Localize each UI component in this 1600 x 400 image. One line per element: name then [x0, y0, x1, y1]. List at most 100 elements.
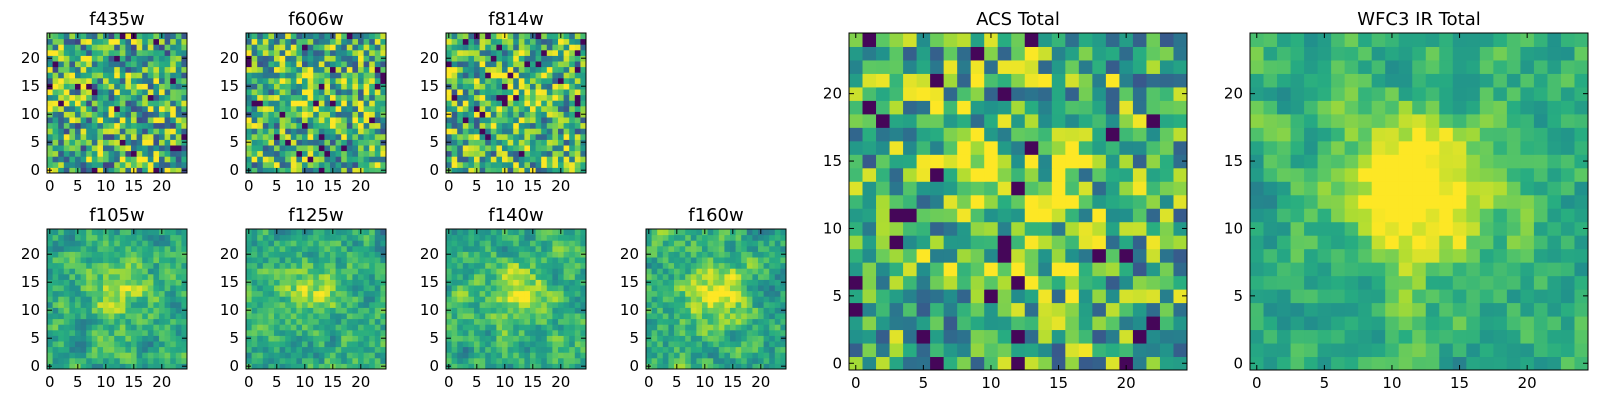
heatmap-cell — [346, 44, 353, 51]
heatmap-cell — [91, 161, 98, 168]
heatmap-cell — [957, 302, 972, 317]
heatmap-cell — [930, 208, 945, 223]
heatmap-cell — [1092, 343, 1107, 358]
heatmap-cell — [108, 324, 115, 331]
heatmap-cell — [136, 346, 143, 353]
heatmap-cell — [97, 145, 104, 152]
heatmap-cell — [246, 128, 253, 135]
heatmap-cell — [285, 66, 292, 73]
heatmap-cell — [668, 279, 675, 286]
heatmap-cell — [485, 105, 492, 112]
heatmap-cell — [485, 89, 492, 96]
heatmap-cell — [125, 139, 132, 146]
heatmap-cell — [374, 296, 381, 303]
heatmap-cell — [290, 245, 297, 252]
heatmap-cell — [474, 145, 481, 152]
heatmap-cell — [446, 94, 453, 101]
heatmap-cell — [490, 61, 497, 68]
heatmap-cell — [535, 133, 542, 140]
heatmap-cell — [535, 105, 542, 112]
heatmap-cell — [563, 245, 570, 252]
heatmap-cell — [563, 122, 570, 129]
heatmap-cell — [862, 356, 877, 371]
heatmap-cell — [507, 290, 514, 297]
heatmap-cell — [546, 77, 553, 84]
heatmap-cell — [153, 145, 160, 152]
heatmap-cell — [142, 156, 149, 163]
heatmap-cell — [446, 296, 453, 303]
heatmap-cell — [136, 257, 143, 264]
heatmap-cell — [702, 279, 709, 286]
heatmap-cell — [318, 83, 325, 90]
heatmap-cell — [668, 329, 675, 336]
heatmap-cell — [181, 161, 188, 168]
heatmap-cell — [862, 248, 877, 263]
heatmap-cell — [358, 145, 365, 152]
heatmap-cell — [541, 285, 548, 292]
heatmap-cell — [91, 128, 98, 135]
heatmap-cell — [274, 61, 281, 68]
heatmap-cell — [1159, 316, 1174, 331]
heatmap-cell — [563, 352, 570, 359]
heatmap-cell — [80, 83, 87, 90]
heatmap-cell — [943, 343, 958, 358]
heatmap-cell — [889, 343, 904, 358]
heatmap-cell — [330, 139, 337, 146]
heatmap-cell — [246, 234, 253, 241]
heatmap-cell — [930, 235, 945, 250]
heatmap-cell — [446, 44, 453, 51]
heatmap-cell — [346, 357, 353, 364]
heatmap-cell — [552, 111, 559, 118]
heatmap-cell — [1065, 302, 1080, 317]
heatmap-cell — [136, 307, 143, 314]
heatmap-cell — [580, 145, 587, 152]
heatmap-cell — [164, 122, 171, 129]
heatmap-cell — [307, 44, 314, 51]
heatmap-cell — [114, 352, 121, 359]
heatmap-cell — [741, 307, 748, 314]
heatmap-cell — [335, 279, 342, 286]
heatmap-cell — [496, 329, 503, 336]
heatmap-cell — [1038, 235, 1053, 250]
heatmap-cell — [251, 296, 258, 303]
heatmap-cell — [546, 301, 553, 308]
heatmap-cell — [363, 105, 370, 112]
heatmap-cell — [1146, 302, 1161, 317]
heatmap-cell — [63, 335, 70, 342]
heatmap-cell — [690, 352, 697, 359]
heatmap-cell — [91, 273, 98, 280]
heatmap-cell — [541, 161, 548, 168]
heatmap-cell — [1065, 343, 1080, 358]
heatmap-cell — [262, 324, 269, 331]
heatmap-cell — [707, 346, 714, 353]
heatmap-cell — [1051, 154, 1066, 169]
heatmap-cell — [451, 33, 458, 40]
heatmap-cell — [369, 66, 376, 73]
heatmap-cell — [485, 262, 492, 269]
heatmap-cell — [125, 296, 132, 303]
heatmap-cell — [58, 245, 65, 252]
heatmap-cell — [1105, 235, 1120, 250]
heatmap-cell — [1105, 262, 1120, 277]
heatmap-cell — [108, 156, 115, 163]
heatmap-cell — [175, 105, 182, 112]
heatmap-cell — [457, 72, 464, 79]
heatmap-cell — [290, 234, 297, 241]
heatmap-cell — [657, 341, 664, 348]
heatmap-cell — [63, 145, 70, 152]
y-tick-label: 15 — [620, 273, 639, 291]
heatmap-cell — [335, 363, 342, 370]
heatmap-cell — [103, 44, 110, 51]
heatmap-cell — [296, 139, 303, 146]
heatmap-cell — [479, 122, 486, 129]
heatmap-cell — [175, 66, 182, 73]
heatmap-cell — [1105, 208, 1120, 223]
heatmap-cell — [552, 139, 559, 146]
heatmap-cell — [346, 279, 353, 286]
heatmap-cell — [943, 154, 958, 169]
heatmap-cell — [296, 111, 303, 118]
heatmap-cell — [468, 285, 475, 292]
heatmap-cell — [290, 285, 297, 292]
heatmap-cell — [518, 156, 525, 163]
